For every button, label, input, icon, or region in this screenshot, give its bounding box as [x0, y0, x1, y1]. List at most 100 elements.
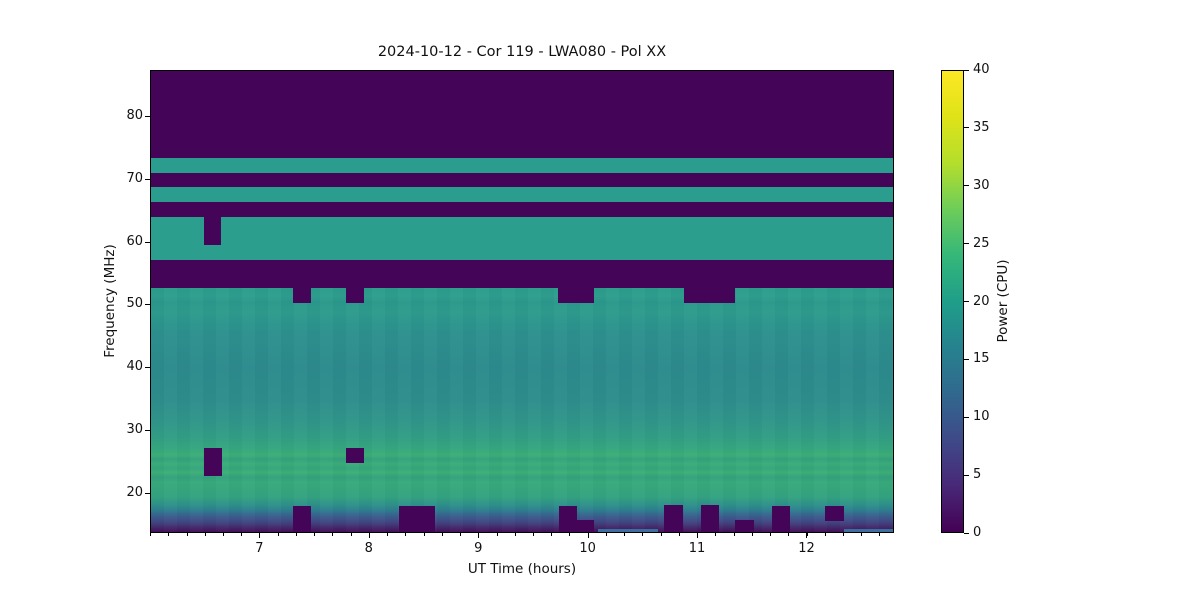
- dropout-blip: [683, 287, 736, 304]
- y-axis-tick-label: 60: [126, 233, 143, 249]
- colorbar-tick-label: 5: [973, 467, 982, 483]
- colorbar-tick-label: 15: [973, 351, 990, 367]
- y-axis-tick-label: 40: [126, 359, 143, 375]
- dropout-blip: [293, 287, 311, 304]
- x-axis-minor-tick: [824, 533, 826, 536]
- colorbar-tick: [964, 185, 969, 187]
- dropout-blip: [345, 287, 365, 304]
- x-axis-minor-tick: [678, 533, 680, 536]
- x-axis-minor-tick: [514, 533, 516, 536]
- dropout-blip: [576, 519, 595, 532]
- x-axis-tick-label: 10: [579, 541, 596, 556]
- x-axis-minor-tick: [259, 533, 261, 536]
- y-axis-tick: [145, 115, 150, 117]
- dropout-blip: [735, 519, 754, 532]
- streak: [843, 528, 893, 532]
- x-axis-minor-tick: [350, 533, 352, 536]
- x-axis-tick-label: 12: [798, 541, 815, 556]
- colorbar-tick-label: 40: [973, 62, 990, 77]
- dropout-blip: [203, 217, 222, 246]
- x-axis-minor-tick: [642, 533, 644, 536]
- frequency-band: [151, 260, 893, 288]
- dropout-blip: [664, 505, 683, 532]
- x-axis-minor-tick: [387, 533, 389, 536]
- heatmap-texture: [151, 287, 893, 532]
- x-axis-minor-tick: [715, 533, 717, 536]
- colorbar-tick-label: 30: [973, 177, 990, 193]
- x-axis-label: UT Time (hours): [467, 561, 577, 577]
- x-axis-minor-tick: [569, 533, 571, 536]
- x-axis-minor-tick: [551, 533, 553, 536]
- colorbar-tick-label: 35: [973, 119, 990, 135]
- dropout-blip: [203, 447, 223, 476]
- frequency-band: [151, 217, 893, 261]
- heatmap-plot: [150, 70, 894, 533]
- x-axis-minor-tick: [697, 533, 699, 536]
- dropout-blip: [558, 287, 595, 304]
- x-axis-minor-tick: [204, 533, 206, 536]
- x-axis-tick-label: 8: [364, 541, 373, 556]
- frequency-band: [151, 158, 893, 174]
- y-axis-tick: [145, 178, 150, 180]
- x-axis-minor-tick: [751, 533, 753, 536]
- x-axis-minor-tick: [660, 533, 662, 536]
- dropout-blip: [559, 505, 577, 532]
- x-axis-minor-tick: [733, 533, 735, 536]
- x-axis-tick-label: 9: [474, 541, 483, 556]
- x-axis-tick-label: 11: [688, 541, 706, 556]
- y-axis-tick-label: 30: [126, 421, 143, 437]
- y-axis-tick-label: 80: [126, 107, 143, 123]
- y-axis-tick: [145, 429, 150, 431]
- colorbar-tick: [964, 416, 969, 418]
- x-axis-minor-tick: [624, 533, 626, 536]
- colorbar-label: Power (CPU): [995, 259, 1011, 343]
- x-axis-minor-tick: [861, 533, 863, 536]
- x-axis-minor-tick: [368, 533, 370, 536]
- frequency-band: [151, 173, 893, 187]
- dropout-blip: [293, 505, 311, 532]
- x-axis-minor-tick: [842, 533, 844, 536]
- x-axis-minor-tick: [788, 533, 790, 536]
- colorbar-tick: [964, 301, 969, 302]
- x-axis-minor-tick: [241, 533, 243, 536]
- x-axis-minor-tick: [496, 533, 498, 536]
- colorbar-tick-label: 25: [973, 235, 990, 251]
- y-axis-tick: [145, 492, 150, 494]
- colorbar-tick: [964, 243, 969, 245]
- x-axis-minor-tick: [879, 533, 881, 536]
- dropout-blip: [772, 505, 790, 532]
- frequency-band: [151, 71, 893, 159]
- colorbar-tick: [964, 69, 969, 71]
- x-axis-minor-tick: [332, 533, 334, 536]
- streak: [598, 528, 658, 532]
- x-axis-minor-tick: [405, 533, 407, 536]
- x-axis-minor-tick: [277, 533, 279, 536]
- colorbar-tick: [964, 532, 969, 534]
- colorbar-tick-label: 10: [973, 409, 990, 425]
- y-axis-tick-label: 70: [126, 170, 143, 186]
- x-axis-minor-tick: [770, 533, 771, 536]
- x-axis-tick-label: 7: [255, 541, 264, 556]
- frequency-band: [151, 201, 893, 218]
- dropout-blip: [399, 505, 436, 532]
- colorbar-tick: [964, 358, 969, 360]
- dropout-blip: [345, 447, 365, 463]
- x-axis-minor-tick: [478, 533, 480, 536]
- y-axis-tick: [145, 367, 150, 369]
- colorbar-tick-label: 20: [973, 293, 990, 309]
- dropout-blip: [824, 506, 844, 521]
- x-axis-minor-tick: [460, 533, 461, 536]
- x-axis-minor-tick: [150, 533, 151, 536]
- x-axis-minor-tick: [532, 533, 534, 536]
- x-axis-minor-tick: [168, 533, 170, 536]
- y-axis-label: Frequency (MHz): [102, 244, 118, 358]
- y-axis-tick: [145, 304, 150, 306]
- frequency-band: [151, 186, 893, 202]
- x-axis-minor-tick: [314, 533, 316, 536]
- colorbar: [941, 70, 964, 533]
- colorbar-tick-label: 0: [973, 525, 982, 540]
- colorbar-tick: [964, 474, 969, 476]
- x-axis-minor-tick: [186, 533, 188, 536]
- dropout-blip: [701, 505, 719, 532]
